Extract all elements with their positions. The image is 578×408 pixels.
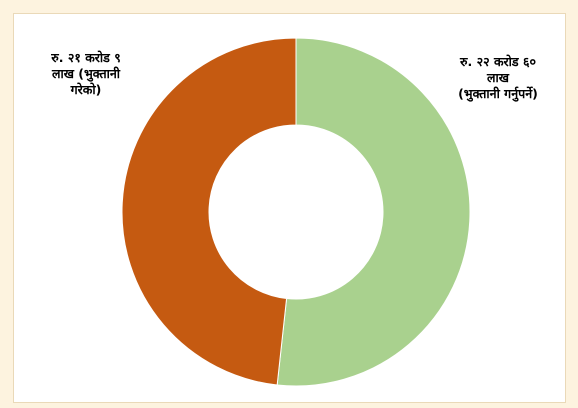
slice-label-paid: रु. २१ करोड ९ लाख (भुक्तानी गरेको) xyxy=(51,50,121,97)
slice-paid xyxy=(121,37,297,386)
slice-payable xyxy=(276,37,471,387)
slice-label-payable: रु. २२ करोड ६० लाख (भुक्तानी गर्नुपर्ने) xyxy=(458,54,538,101)
